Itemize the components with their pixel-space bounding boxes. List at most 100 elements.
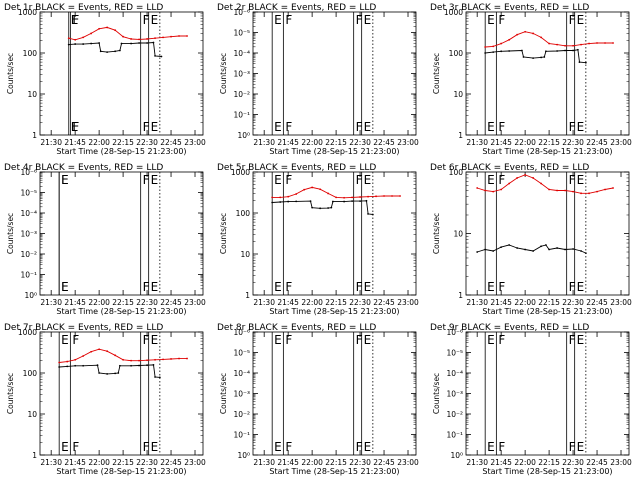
data-point-events [484, 52, 487, 54]
data-point-lld [596, 42, 598, 44]
panel-det-7: Det 7r BLACK = Events, RED = LLD 1 10 100 10… [4, 323, 206, 476]
data-point-lld [516, 33, 519, 36]
x-tick-label: 22:15 [538, 138, 560, 147]
y-tick-label: 10⁻¹ [233, 431, 250, 440]
data-point-events [66, 365, 69, 368]
panel-det-6: Det 6r BLACK = Events, RED = LLD 1 10 100 21… [430, 163, 632, 316]
marker-label-bottom: F [285, 440, 292, 454]
y-tick-label: 1 [32, 451, 37, 460]
y-tick-label: 10⁻³ [446, 390, 463, 399]
marker-label-top: E [487, 13, 495, 27]
x-tick-label: 21:30 [466, 458, 488, 467]
data-point-lld [74, 358, 77, 361]
series-events-line [272, 200, 373, 215]
data-point-lld [556, 43, 558, 46]
y-tick-label: 10⁻⁵ [446, 349, 463, 358]
data-point-events [543, 56, 546, 58]
marker-label-bottom: E [364, 440, 372, 454]
data-point-lld [58, 361, 61, 364]
marker-label-bottom: E [71, 120, 79, 134]
x-axis-label: Start Time (28-Sep-15 21:23:00) [269, 467, 399, 476]
marker-label-top: E [71, 13, 79, 27]
data-point-events [311, 206, 314, 209]
x-tick-label: 22:15 [538, 458, 560, 467]
data-point-events [532, 250, 535, 252]
data-point-lld [146, 38, 148, 40]
marker-label-bottom: F [143, 280, 150, 294]
data-point-events [367, 213, 369, 215]
data-point-events [146, 364, 148, 367]
x-tick-label: 22:45 [373, 458, 395, 467]
data-point-events [96, 364, 99, 367]
marker-label-top: F [569, 13, 576, 27]
x-tick-label: 22:45 [160, 298, 182, 307]
x-tick-label: 21:30 [40, 298, 62, 307]
data-point-lld [186, 357, 188, 360]
data-point-events [508, 244, 511, 246]
data-point-events [309, 200, 312, 203]
y-tick-label: 10 [27, 90, 37, 99]
data-point-lld [154, 358, 156, 361]
data-point-events [332, 200, 334, 203]
data-point-events [327, 207, 330, 209]
plot-frame [465, 11, 630, 136]
y-tick-label: 10⁻⁵ [233, 29, 250, 38]
data-point-lld [532, 177, 535, 179]
series-events-line [485, 49, 586, 64]
panel-det-8: Det 8r BLACK = Events, RED = LLD 10⁰ 10⁻¹ 1… [217, 323, 419, 476]
data-point-events [130, 42, 132, 45]
y-tick-label: 10⁰ [237, 131, 250, 140]
marker-label-top: E [151, 13, 159, 27]
marker-label-top: F [143, 333, 150, 347]
marker-label-bottom: E [364, 280, 372, 294]
data-point-events [271, 201, 274, 204]
y-tick-label: 10⁻⁶ [20, 168, 37, 177]
x-tick-label: 21:45 [64, 458, 86, 467]
data-point-events [564, 49, 566, 52]
x-tick-label: 22:45 [586, 458, 608, 467]
series-events-line [477, 244, 587, 254]
data-point-lld [484, 189, 487, 192]
data-point-lld [572, 44, 574, 47]
marker-label-top: F [498, 333, 505, 347]
panel-title: Det 1r BLACK = Events, RED = LLD [4, 3, 163, 13]
y-tick-label: 10⁻⁴ [446, 369, 463, 378]
data-point-lld [476, 187, 479, 189]
data-point-events [556, 247, 558, 249]
data-point-lld [548, 42, 550, 45]
marker-label-top: E [151, 173, 159, 187]
x-tick-label: 22:45 [373, 138, 395, 147]
data-point-events [545, 50, 547, 53]
x-tick-label: 22:15 [112, 138, 134, 147]
data-point-lld [122, 35, 124, 38]
data-point-lld [130, 38, 132, 40]
y-tick-label: 100 [236, 209, 251, 218]
series-lld-line [68, 26, 187, 41]
data-point-lld [492, 45, 495, 48]
y-tick-label: 100 [449, 49, 464, 58]
data-point-lld [596, 190, 598, 193]
panel-det-3: Det 3r BLACK = Events, RED = LLD 1 10 100 10… [430, 3, 632, 156]
data-point-lld [588, 192, 590, 195]
data-point-events [98, 372, 101, 374]
data-point-lld [170, 35, 172, 38]
marker-label-bottom: F [61, 280, 68, 294]
data-point-lld [295, 193, 298, 195]
data-point-lld [311, 186, 314, 189]
x-tick-label: 22:30 [136, 298, 158, 307]
x-axis-label: Start Time (28-Sep-15 21:23:00) [269, 307, 399, 316]
data-point-events [500, 50, 503, 53]
y-axis-label: Counts/sec [219, 373, 228, 414]
x-tick-label: 22:15 [112, 298, 134, 307]
data-point-events [330, 206, 333, 209]
marker-label-bottom: F [143, 440, 150, 454]
panel-det-5: Det 5r BLACK = Events, RED = LLD 1 10 100 10… [217, 163, 419, 316]
x-tick-label: 21:30 [253, 298, 275, 307]
marker-label-top: F [61, 173, 68, 187]
marker-label-bottom: F [498, 440, 505, 454]
marker-label-bottom: E [274, 280, 282, 294]
marker-label-top: F [72, 333, 79, 347]
panel-det-2: Det 2r BLACK = Events, RED = LLD 10⁰ 10⁻¹ 1… [217, 3, 419, 156]
data-point-lld [343, 196, 345, 199]
